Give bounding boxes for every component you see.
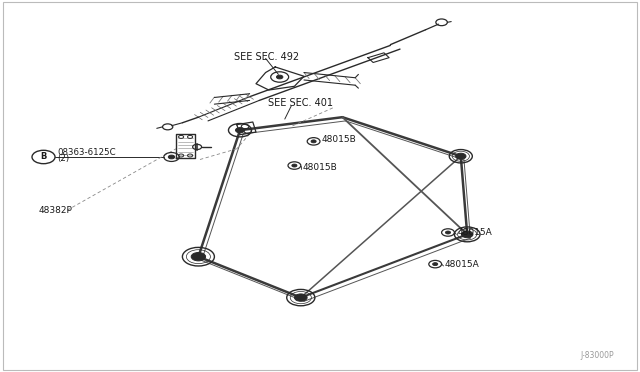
Text: J-83000P: J-83000P: [580, 351, 614, 360]
Text: 48015B: 48015B: [303, 163, 337, 172]
Circle shape: [292, 164, 297, 167]
Text: 48382P: 48382P: [38, 206, 72, 215]
Circle shape: [445, 231, 451, 234]
Circle shape: [433, 263, 438, 266]
Circle shape: [294, 294, 307, 301]
Circle shape: [276, 75, 283, 79]
Text: 08363-6125C: 08363-6125C: [58, 148, 116, 157]
Circle shape: [456, 153, 466, 159]
Text: SEE SEC. 401: SEE SEC. 401: [268, 98, 333, 108]
Text: 48015A: 48015A: [458, 228, 492, 237]
Circle shape: [461, 231, 473, 238]
Text: B: B: [40, 153, 47, 161]
Circle shape: [191, 253, 205, 261]
Text: 48015A: 48015A: [445, 260, 479, 269]
Circle shape: [236, 128, 244, 133]
Text: SEE SEC. 492: SEE SEC. 492: [234, 52, 299, 61]
Text: (2): (2): [58, 154, 70, 163]
Circle shape: [311, 140, 316, 143]
Circle shape: [168, 155, 175, 159]
Text: 48015B: 48015B: [322, 135, 356, 144]
